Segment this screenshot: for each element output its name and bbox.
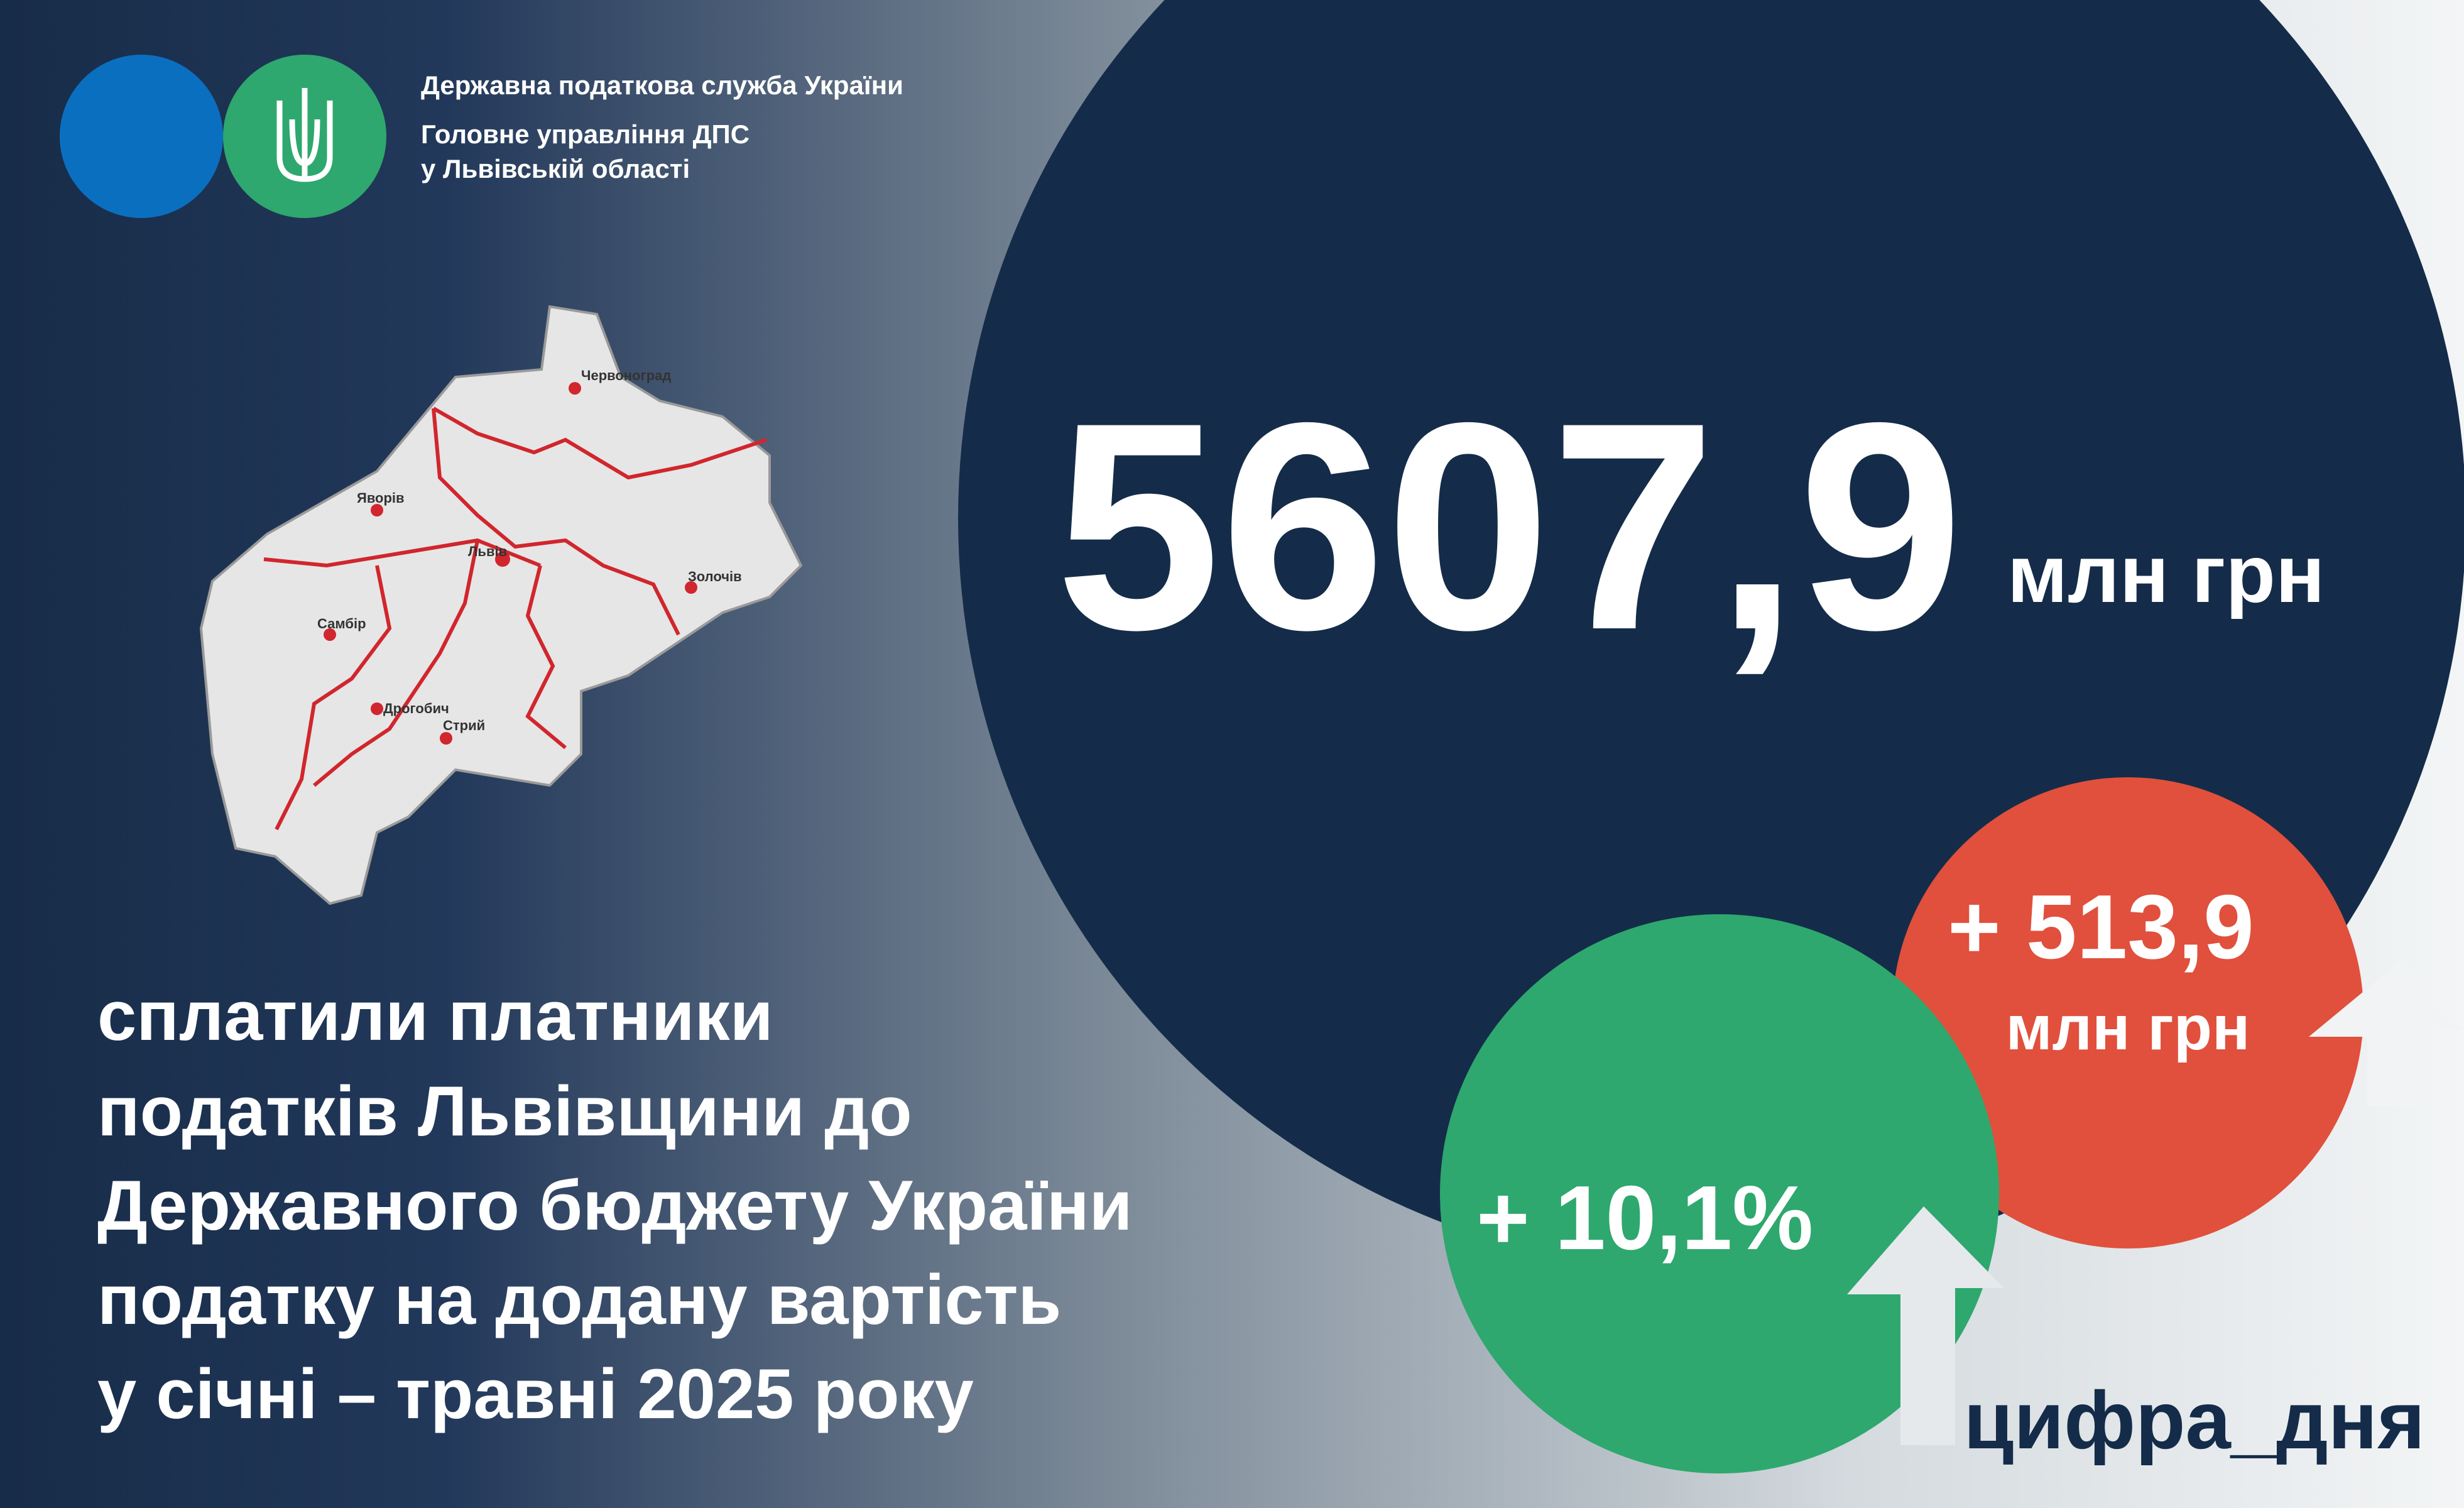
- description-line: сплатили платники: [97, 976, 773, 1055]
- increase-abs-unit: млн грн: [2006, 993, 2250, 1063]
- main-unit: млн грн: [2007, 528, 2325, 620]
- city-label: Стрий: [443, 718, 485, 733]
- region-map: Червоноград Яворів Львів Золочів Самбір …: [199, 305, 803, 905]
- description-line: податків Львівщини до: [97, 1072, 912, 1150]
- header-line: Державна податкова служба України: [421, 70, 903, 100]
- city-label: Самбір: [317, 616, 366, 631]
- increase-abs: + 513,9: [1948, 876, 2254, 978]
- description-line: Державного бюджету України: [97, 1166, 1132, 1245]
- header-line: Головне управління ДПС: [421, 119, 750, 149]
- trident-emblem: [276, 88, 333, 182]
- main-amount: 5607,9: [1055, 361, 1963, 691]
- description-line: податку на додану вартість: [97, 1260, 1061, 1339]
- city-label: Яворів: [357, 490, 405, 506]
- city-label: Червоноград: [581, 368, 671, 383]
- up-arrow: [1847, 1206, 2004, 1445]
- city-label: Дрогобич: [383, 701, 449, 716]
- header-line: у Львівській області: [421, 154, 690, 183]
- up-arrow: [2309, 961, 2464, 1106]
- increase-pct-circle: [1440, 914, 1999, 1473]
- city-label: Львів: [468, 544, 507, 559]
- increase-abs-circle: [1892, 777, 2363, 1248]
- description-line: у січні – травні 2025 року: [97, 1355, 974, 1433]
- increase-pct: + 10,1%: [1476, 1167, 1813, 1269]
- hashtag: цифра_дня: [1964, 1374, 2426, 1466]
- logo-blue-circle: [60, 55, 223, 218]
- city-label: Золочів: [688, 569, 742, 584]
